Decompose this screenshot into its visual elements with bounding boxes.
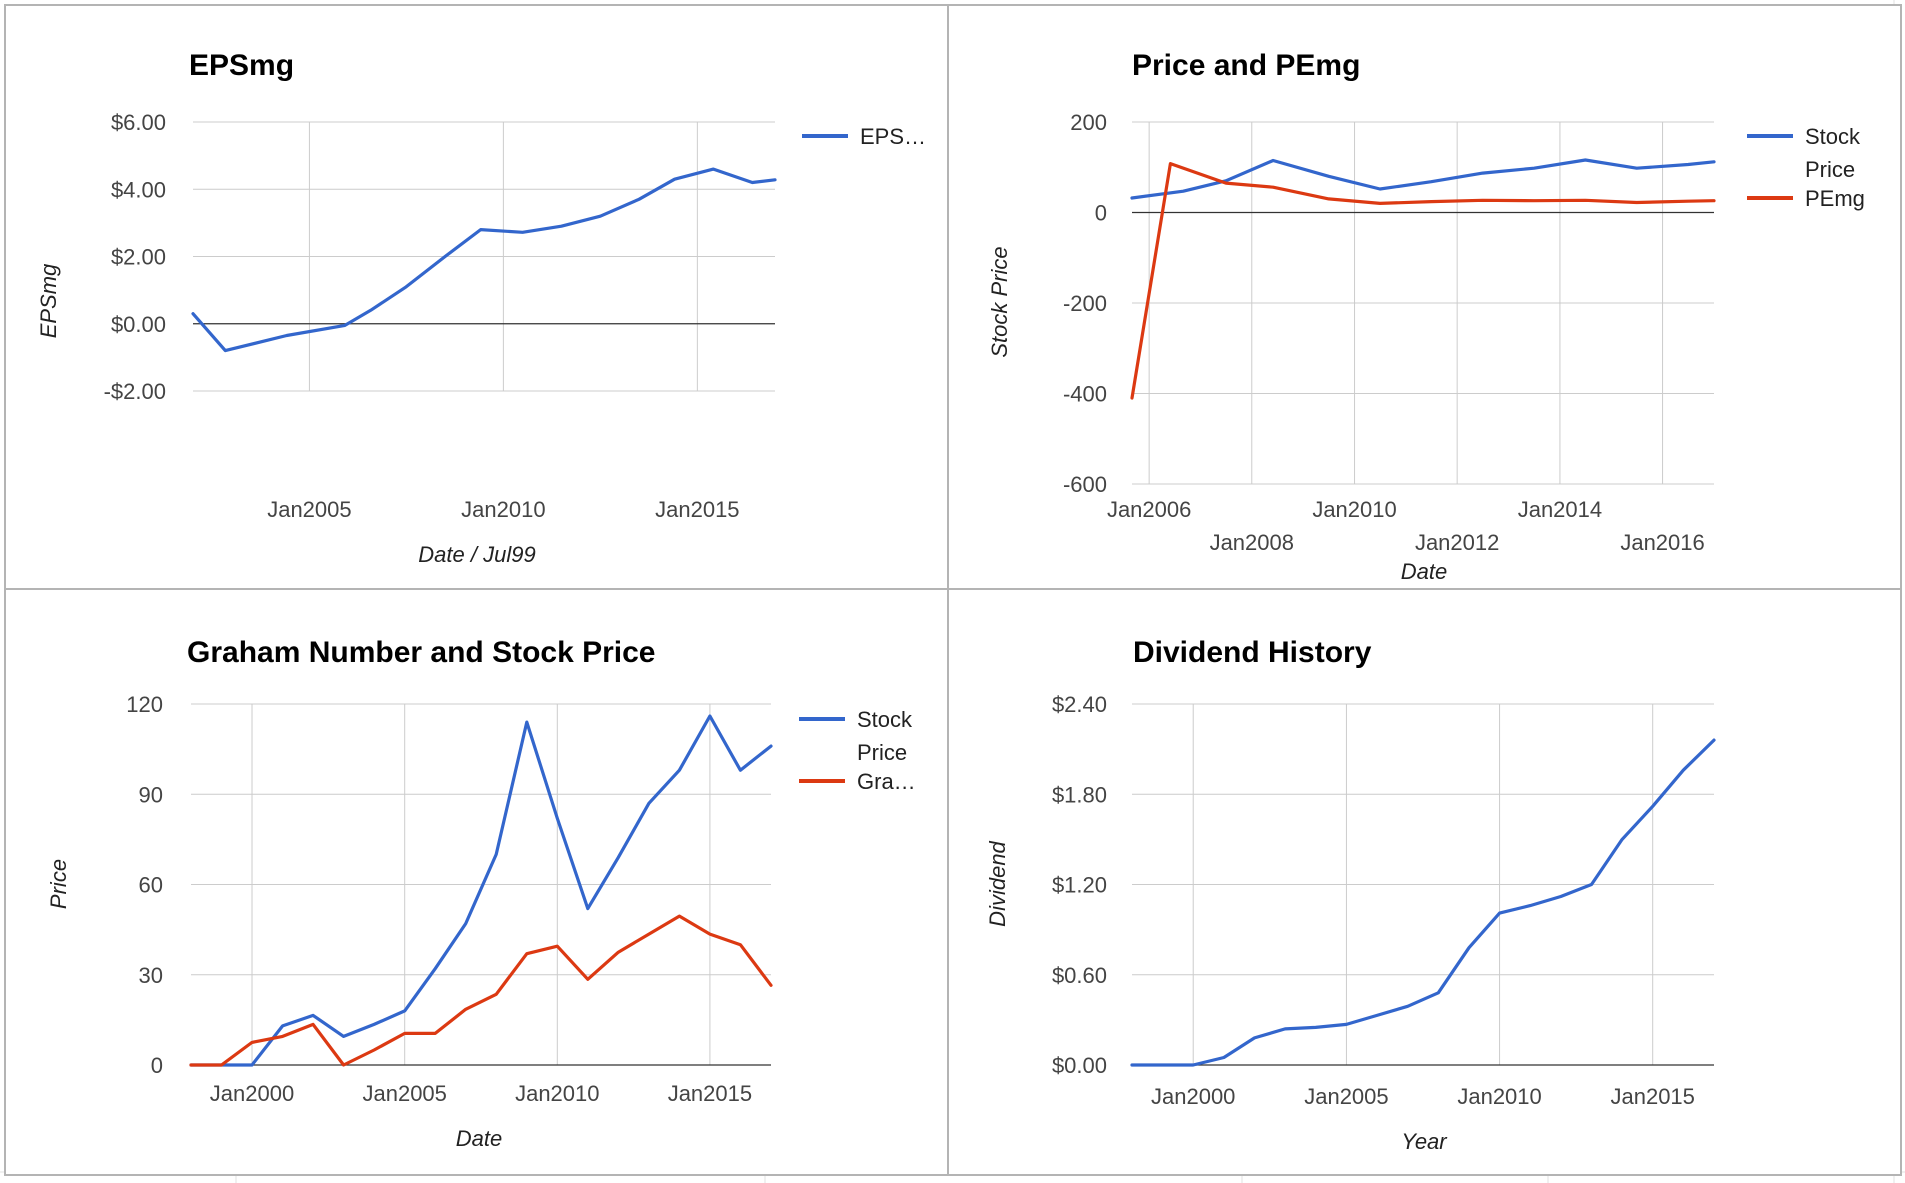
y-axis-label: Stock Price: [987, 246, 1012, 357]
legend-entry-1[interactable]: EPS…: [802, 124, 926, 149]
y-tick-label: 30: [139, 963, 163, 988]
legend-label: Gra…: [857, 769, 916, 794]
x-tick-label: Jan2012: [1415, 530, 1499, 555]
legend-entry-2[interactable]: Gra…: [799, 769, 916, 794]
x-tick-label: Jan2000: [1151, 1084, 1235, 1109]
x-tick-label: Jan2016: [1620, 530, 1704, 555]
y-tick-label: $4.00: [111, 177, 166, 202]
x-axis-label: Date: [456, 1126, 502, 1151]
series-line-2: [1130, 162, 1716, 400]
chart-panel-dividend-history[interactable]: Dividend History $2.40 $1.80 $1.20 $0.60 $0.…: [947, 588, 1902, 1176]
x-axis-label: Year: [1401, 1129, 1448, 1154]
series-line-2: [189, 914, 773, 1067]
series-line-1: [1130, 738, 1716, 1067]
x-tick-label: Jan2014: [1518, 497, 1602, 522]
legend-label: Price: [1805, 157, 1855, 182]
legend-label: PEmg: [1805, 186, 1865, 211]
x-tick-label: Jan2005: [1304, 1084, 1388, 1109]
y-tick-label: 0: [151, 1053, 163, 1078]
chart-title: Dividend History: [1133, 636, 1372, 669]
legend-entry-1[interactable]: Stock Price: [799, 707, 913, 765]
gridlines: [1132, 121, 1714, 485]
y-tick-label: -$2.00: [104, 379, 166, 404]
chart-graham-number-and-stock-price: Graham Number and Stock Price 120 90 60 30 0…: [46, 636, 916, 1151]
chart-epsmg: EPSmg $6.00 $4.00 $2.00 $0.00 -$2.00 Jan2005 J…: [36, 49, 926, 567]
legend-entry-1[interactable]: Stock Price: [1747, 124, 1861, 182]
x-tick-label: Jan2005: [267, 497, 351, 522]
series-line-1: [1130, 158, 1716, 200]
x-tick-label: Jan2015: [655, 497, 739, 522]
y-tick-label: -200: [1063, 291, 1107, 316]
legend-label: Price: [857, 740, 907, 765]
y-tick-label: $6.00: [111, 110, 166, 135]
y-tick-label: $0.60: [1052, 963, 1107, 988]
y-tick-label: -600: [1063, 472, 1107, 497]
legend-label: Stock: [1805, 124, 1861, 149]
x-axis-label: Date: [1401, 559, 1447, 584]
series-line-1: [189, 714, 773, 1067]
gridlines: [1132, 703, 1714, 1066]
chart-title: Graham Number and Stock Price: [187, 636, 656, 669]
y-tick-label: 0: [1095, 201, 1107, 226]
chart-title: EPSmg: [189, 49, 294, 82]
x-tick-label: Jan2006: [1107, 497, 1191, 522]
gridlines: [191, 703, 771, 1066]
chart-panel-price-and-pemg[interactable]: Price and PEmg 200 0 -200 -400 -600 Jan2006 Ja…: [947, 4, 1902, 590]
y-axis-label: EPSmg: [36, 263, 61, 338]
x-tick-label: Jan2010: [515, 1081, 599, 1106]
y-tick-label: $0.00: [111, 312, 166, 337]
x-tick-label: Jan2010: [1457, 1084, 1541, 1109]
x-tick-label: Jan2005: [362, 1081, 446, 1106]
gridlines: [193, 121, 775, 392]
chart-title: Price and PEmg: [1132, 49, 1360, 82]
y-tick-label: $1.20: [1052, 873, 1107, 898]
legend-label: Stock: [857, 707, 913, 732]
y-tick-label: $2.40: [1052, 692, 1107, 717]
y-tick-label: 120: [126, 692, 163, 717]
x-tick-label: Jan2010: [1312, 497, 1396, 522]
x-tick-label: Jan2010: [461, 497, 545, 522]
x-axis-label: Date / Jul99: [418, 542, 535, 567]
y-axis-label: Dividend: [985, 840, 1010, 926]
chart-dividend-history: Dividend History $2.40 $1.80 $1.20 $0.60 $0.…: [985, 636, 1716, 1154]
y-tick-label: $2.00: [111, 245, 166, 270]
chart-panel-epsmg[interactable]: EPSmg $6.00 $4.00 $2.00 $0.00 -$2.00 Jan2005 J…: [4, 4, 949, 590]
x-tick-label: Jan2000: [210, 1081, 294, 1106]
y-tick-label: $0.00: [1052, 1053, 1107, 1078]
x-tick-label: Jan2008: [1210, 530, 1294, 555]
y-tick-label: 90: [139, 782, 163, 807]
x-tick-label: Jan2015: [1610, 1084, 1694, 1109]
series-line-1: [191, 167, 777, 353]
y-tick-label: 60: [139, 873, 163, 898]
x-tick-label: Jan2015: [668, 1081, 752, 1106]
legend-label: EPS…: [860, 124, 926, 149]
y-tick-label: 200: [1070, 110, 1107, 135]
y-axis-label: Price: [46, 859, 71, 909]
y-tick-label: $1.80: [1052, 782, 1107, 807]
chart-panel-graham-number[interactable]: Graham Number and Stock Price 120 90 60 30 0…: [4, 588, 949, 1176]
y-tick-label: -400: [1063, 382, 1107, 407]
legend-entry-2[interactable]: PEmg: [1747, 186, 1865, 211]
